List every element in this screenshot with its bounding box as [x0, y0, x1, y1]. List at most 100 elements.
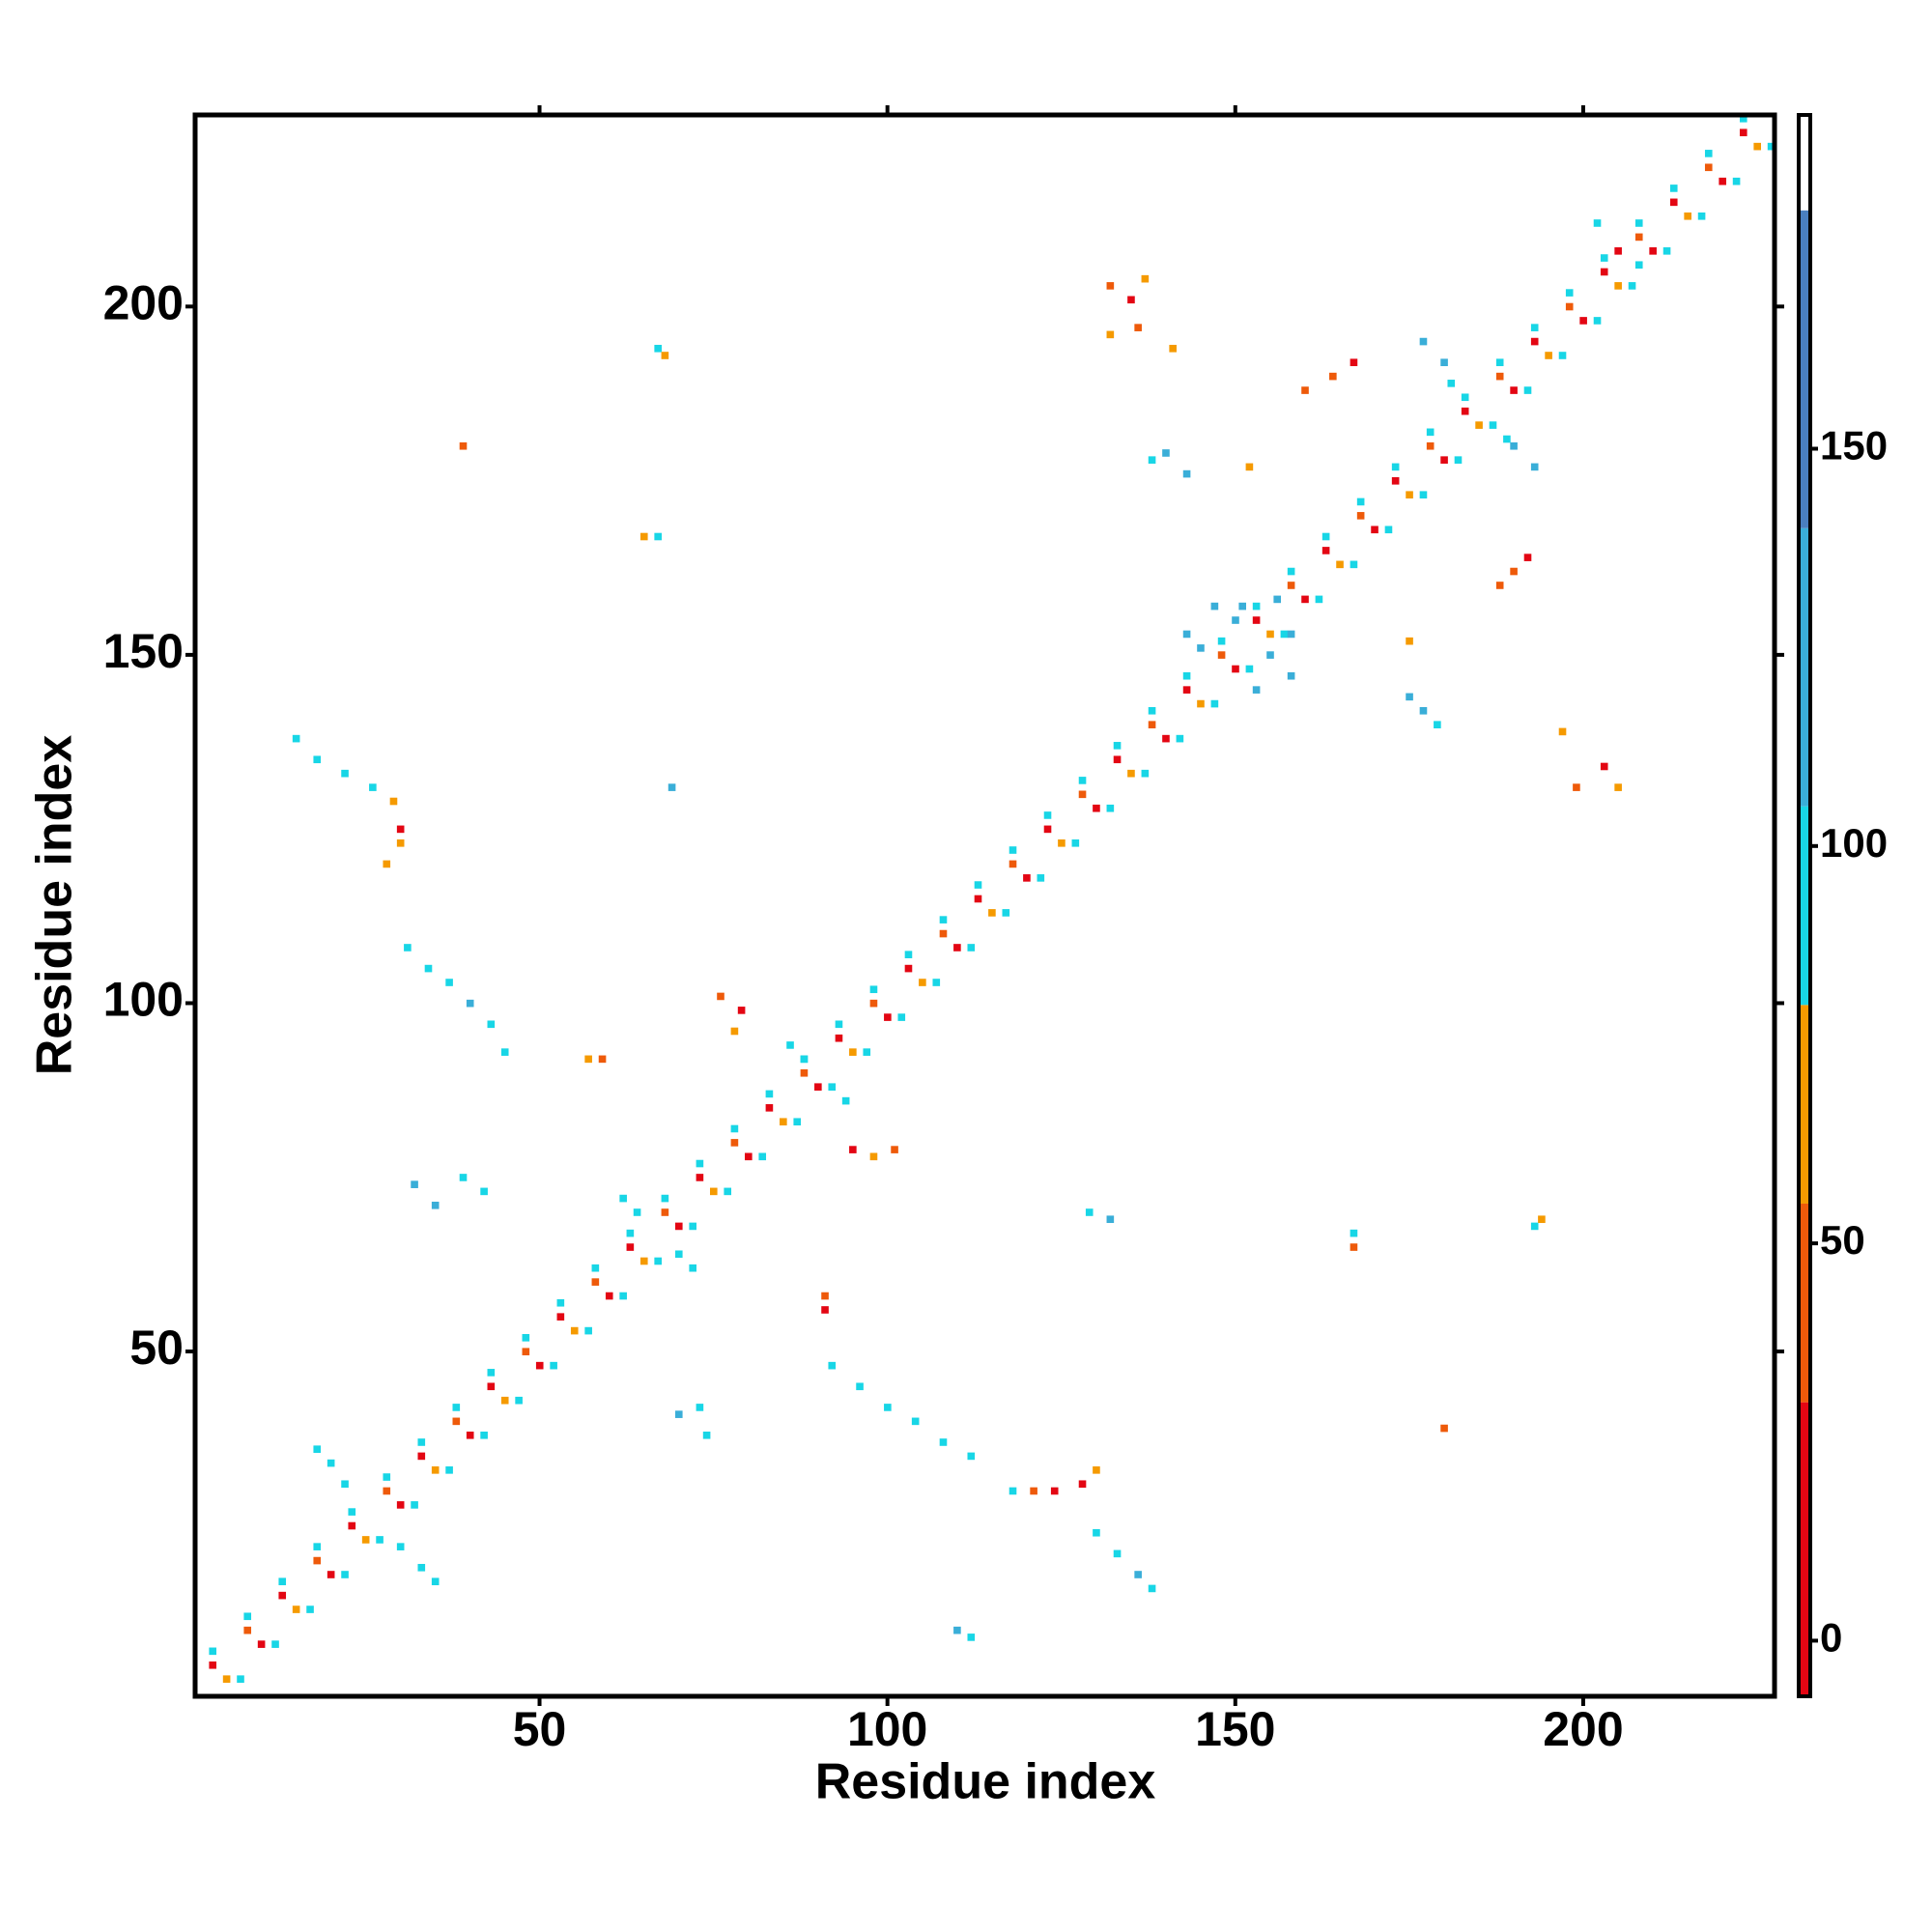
cell: [709, 1187, 718, 1196]
cell: [278, 1591, 287, 1600]
cell: [1391, 463, 1400, 471]
cell: [591, 1264, 600, 1272]
cell: [730, 1124, 739, 1133]
cell: [292, 1605, 300, 1613]
cell: [1350, 560, 1358, 569]
cell: [1009, 860, 1017, 868]
cell: [1495, 358, 1504, 367]
cell: [1127, 769, 1135, 778]
cell: [383, 1487, 391, 1495]
cell: [1037, 874, 1045, 882]
cell: [1093, 1466, 1100, 1474]
cell: [1767, 142, 1776, 151]
cell: [1148, 1584, 1156, 1593]
cell: [967, 944, 976, 952]
cell: [306, 1605, 314, 1613]
x-tick-label: 50: [513, 1702, 567, 1756]
cell: [487, 1382, 496, 1391]
cell: [1182, 671, 1191, 680]
cell: [1232, 665, 1239, 673]
cell: [974, 881, 982, 889]
cell: [1558, 727, 1567, 736]
cell: [1093, 1528, 1100, 1537]
cell: [724, 1187, 732, 1196]
cell: [1050, 1487, 1059, 1495]
cell: [1252, 616, 1261, 624]
cell: [696, 1404, 704, 1411]
cell: [1697, 212, 1706, 220]
y-axis-title: Residue index: [27, 735, 83, 1076]
cell: [689, 1222, 696, 1231]
cell: [452, 1404, 461, 1411]
cell: [1287, 582, 1295, 589]
cell: [341, 1571, 349, 1578]
cell: [243, 1612, 252, 1621]
cell: [598, 1055, 607, 1064]
cell: [466, 1431, 474, 1439]
cell: [1245, 665, 1254, 673]
cell: [1252, 686, 1261, 694]
cell: [522, 1348, 530, 1356]
cell: [500, 1396, 509, 1405]
cell: [1336, 560, 1344, 569]
cell: [1628, 282, 1636, 290]
cell: [257, 1640, 266, 1648]
cell: [570, 1326, 579, 1335]
cell: [500, 1048, 509, 1056]
colorbar-segment: [1799, 527, 1810, 807]
cell: [849, 1146, 857, 1153]
cell: [417, 1563, 426, 1572]
cell: [459, 1174, 468, 1181]
cell: [1419, 491, 1428, 499]
cell: [1113, 1549, 1122, 1558]
cell: [404, 944, 412, 952]
cell: [1753, 142, 1761, 151]
colorbar-segment: [1799, 1203, 1810, 1403]
cell: [487, 1369, 496, 1377]
cell: [1315, 595, 1323, 604]
cell: [396, 1543, 405, 1550]
cell: [584, 1055, 592, 1064]
cell: [696, 1174, 704, 1181]
cell: [661, 1194, 669, 1203]
cell: [1704, 163, 1713, 172]
cell: [327, 1459, 335, 1467]
cell: [745, 1152, 753, 1161]
cell: [1538, 1215, 1546, 1224]
colorbar-segment: [1799, 806, 1810, 1006]
cell: [1030, 1487, 1037, 1495]
colorbar-segment: [1799, 115, 1810, 211]
cell: [466, 999, 474, 1008]
cell: [1106, 282, 1115, 290]
cell: [1593, 219, 1602, 227]
cell: [411, 1501, 418, 1509]
cell: [327, 1571, 335, 1578]
cell: [967, 1452, 976, 1461]
cell: [674, 1410, 683, 1418]
cell: [431, 1577, 440, 1586]
cell: [1600, 762, 1608, 771]
cell: [1210, 699, 1219, 708]
cell: [1127, 296, 1135, 304]
cell: [1440, 358, 1448, 367]
cell: [417, 1438, 426, 1446]
cell: [639, 1257, 648, 1265]
cell: [1273, 595, 1282, 604]
cell: [383, 1473, 391, 1481]
cell: [411, 1180, 418, 1188]
cell: [932, 979, 941, 986]
cell: [1356, 512, 1365, 520]
cell: [1162, 734, 1170, 743]
cell: [292, 734, 300, 743]
cell: [835, 1020, 843, 1029]
cell: [967, 1634, 976, 1641]
cell: [313, 1445, 322, 1453]
cell: [348, 1508, 356, 1516]
cell: [835, 1034, 843, 1042]
cell: [1558, 352, 1567, 359]
cell: [389, 797, 398, 806]
cell: [674, 1250, 683, 1259]
cell: [730, 1027, 739, 1036]
